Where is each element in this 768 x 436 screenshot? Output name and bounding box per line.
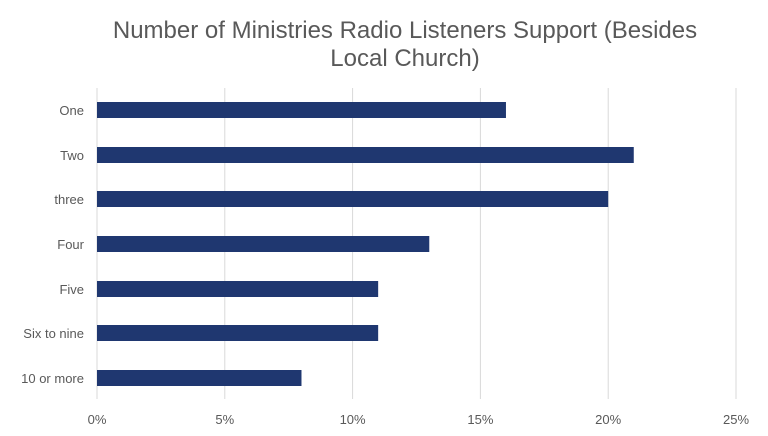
x-tick-label: 25% [723, 412, 749, 427]
bar-five [97, 281, 379, 297]
x-tick-label: 10% [340, 412, 366, 427]
bars [97, 102, 634, 386]
category-labels: One Two three Four Five Six to nine 10 or more [21, 103, 85, 386]
x-axis-tick-labels: 0% 5% 10% 15% 20% 25% [88, 412, 750, 427]
x-tick-label: 15% [467, 412, 493, 427]
chart-title-line-2: Local Church) [330, 45, 479, 72]
category-label: 10 or more [21, 371, 84, 386]
x-tick-label: 0% [88, 412, 107, 427]
category-label: Four [57, 237, 84, 252]
bar-one [97, 102, 506, 118]
category-label: Six to nine [23, 326, 84, 341]
category-label: three [54, 192, 84, 207]
category-label: Two [60, 148, 84, 163]
category-label: One [59, 103, 84, 118]
category-label: Five [59, 282, 84, 297]
x-tick-label: 5% [215, 412, 234, 427]
bar-10-or-more [97, 370, 302, 386]
bar-six-to-nine [97, 325, 379, 341]
bar-three [97, 191, 609, 207]
bar-four [97, 236, 430, 252]
chart-title-line-1: Number of Ministries Radio Listeners Sup… [113, 17, 697, 44]
x-tick-label: 20% [595, 412, 621, 427]
bar-two [97, 147, 634, 163]
